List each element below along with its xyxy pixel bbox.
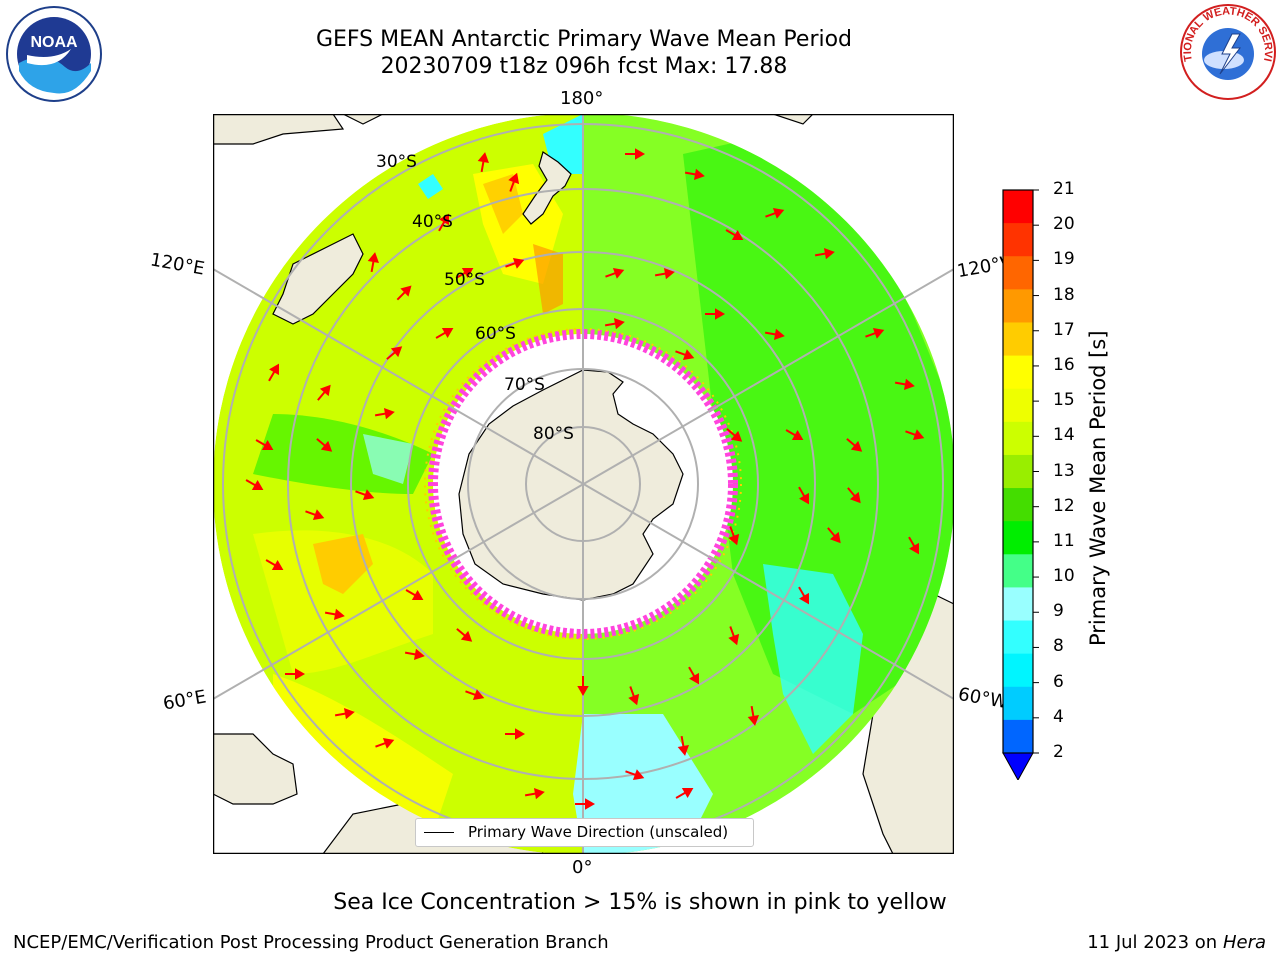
- colorbar-tick-label: 8: [1053, 636, 1064, 657]
- colorbar-tick-label: 17: [1053, 319, 1075, 340]
- colorbar-tick-label: 12: [1053, 495, 1075, 516]
- colorbar-tick-label: 13: [1053, 460, 1075, 481]
- wave-period-map: [213, 114, 954, 854]
- colorbar-tick-label: 21: [1053, 179, 1075, 199]
- colorbar-tick-label: 2: [1053, 742, 1064, 762]
- footer-date: 11 Jul 2023 on Hera: [1087, 932, 1266, 953]
- colorbar-band: [1003, 421, 1033, 456]
- lat-label-70s: 70°S: [504, 375, 545, 395]
- lat-label-50s: 50°S: [444, 270, 485, 290]
- map-legend: Primary Wave Direction (unscaled): [415, 818, 754, 847]
- colorbar-band: [1003, 355, 1033, 390]
- lon-label-upper-left: 120°E: [148, 249, 207, 280]
- colorbar-tick-label: 4: [1053, 706, 1064, 727]
- footer-credit: NCEP/EMC/Verification Post Processing Pr…: [13, 932, 609, 953]
- colorbar-label: Primary Wave Mean Period [s]: [1086, 330, 1110, 646]
- colorbar-band: [1003, 488, 1033, 522]
- colorbar-band: [1003, 653, 1033, 688]
- colorbar-tick-label: 16: [1053, 354, 1075, 375]
- colorbar-tick-label: 18: [1053, 284, 1075, 305]
- australia: [272, 233, 364, 325]
- colorbar-tick-label: 20: [1053, 214, 1075, 235]
- colorbar-band: [1003, 554, 1033, 588]
- lon-label-bottom: 0°: [572, 857, 593, 878]
- colorbar-band: [1003, 388, 1033, 423]
- colorbar-tick-label: 6: [1053, 671, 1064, 692]
- map-subtitle: 20230709 t18z 096h fcst Max: 17.88: [380, 54, 788, 79]
- lat-label-60s: 60°S: [475, 324, 516, 344]
- lat-label-80s: 80°S: [533, 424, 574, 444]
- colorbar-band: [1003, 322, 1033, 357]
- colorbar-band: [1003, 587, 1033, 622]
- colorbar-band: [1003, 521, 1033, 555]
- svg-text:NOAA: NOAA: [30, 34, 78, 51]
- colorbar-band: [1003, 256, 1033, 290]
- footer-date-text: 11 Jul 2023 on: [1087, 932, 1223, 953]
- colorbar-tick-label: 14: [1053, 425, 1075, 446]
- wave-direction-arrows: [245, 148, 925, 810]
- legend-label: Primary Wave Direction (unscaled): [468, 823, 729, 841]
- colorbar-tick-label: 19: [1053, 249, 1075, 270]
- colorbar-band: [1003, 454, 1033, 489]
- colorbar-tick-label: 9: [1053, 601, 1064, 622]
- lon-label-top: 180°: [560, 88, 604, 109]
- legend-line-swatch: [424, 832, 454, 833]
- colorbar-tick-label: 11: [1053, 530, 1075, 551]
- colorbar-band: [1003, 686, 1033, 721]
- colorbar-band: [1003, 620, 1033, 655]
- sea-ice-note: Sea Ice Concentration > 15% is shown in …: [333, 890, 947, 915]
- colorbar-band: [1003, 289, 1033, 323]
- map-title: GEFS MEAN Antarctic Primary Wave Mean Pe…: [315, 27, 853, 52]
- colorbar-band: [1003, 190, 1033, 224]
- colorbar-tick-label: 10: [1053, 566, 1075, 587]
- nws-logo: NATIONAL WEATHER SERVICE: [1178, 2, 1276, 100]
- lat-label-40s: 40°S: [412, 212, 453, 232]
- lon-label-lower-left: 60°E: [161, 686, 208, 715]
- antarctica: [458, 369, 684, 601]
- new-zealand: [522, 151, 572, 225]
- colorbar-tick-label: 15: [1053, 390, 1075, 411]
- lat-label-30s: 30°S: [376, 152, 417, 172]
- colorbar-band: [1003, 719, 1033, 754]
- colorbar: [1002, 189, 1039, 780]
- colorbar-band: [1003, 223, 1033, 257]
- footer-host: Hera: [1222, 932, 1266, 953]
- noaa-logo: NOAA: [6, 6, 102, 102]
